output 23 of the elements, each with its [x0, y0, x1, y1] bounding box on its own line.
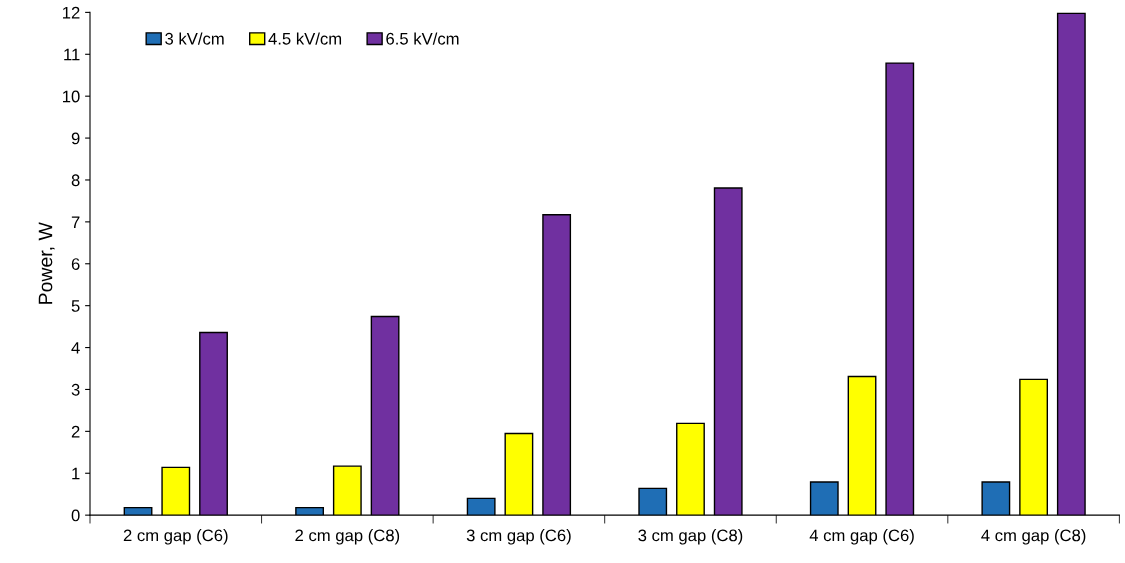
y-tick-label: 5 [71, 300, 80, 312]
y-tick-label: 1 [72, 467, 80, 480]
x-tick-label: 2 cm gap (C6) [123, 529, 228, 545]
x-tick-label: 4 cm gap (C8) [981, 529, 1086, 545]
x-tick-label: 2 cm gap (C8) [295, 529, 400, 545]
y-tick-label: 6 [71, 258, 80, 270]
y-tick-label: 3 [71, 383, 80, 396]
legend-label: 6.5 kV/cm [386, 32, 459, 45]
y-tick-label: 0 [71, 509, 80, 522]
legend-label: 4.5 kV/cm [268, 32, 342, 45]
y-tick-label: 8 [71, 174, 80, 187]
y-tick-label: 7 [71, 216, 80, 228]
x-tick-label: 3 cm gap (C8) [638, 529, 743, 545]
y-tick-label: 11 [64, 48, 80, 61]
y-axis-title: Power, W [38, 222, 55, 304]
y-tick-label: 10 [63, 90, 80, 103]
y-tick-label: 2 [71, 425, 80, 438]
y-tick-label: 9 [71, 132, 80, 145]
y-tick-label: 12 [63, 6, 80, 19]
x-tick-label: 4 cm gap (C6) [809, 529, 914, 545]
y-tick-label: 4 [71, 342, 80, 354]
x-tick-label: 3 cm gap (C6) [466, 529, 571, 545]
legend-label: 3 kV/cm [165, 32, 224, 45]
